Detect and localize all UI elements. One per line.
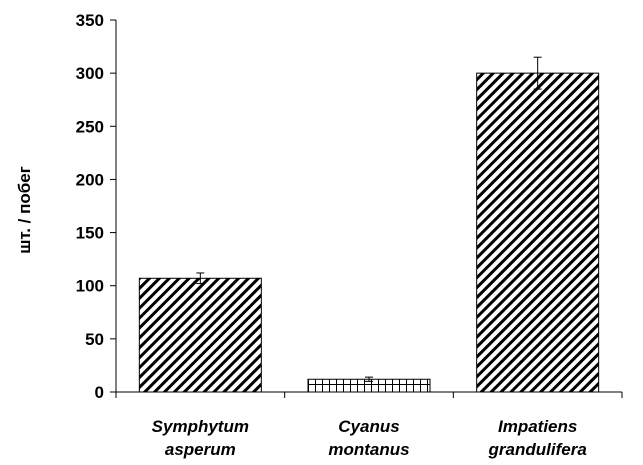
- x-category-label: Cyanus: [338, 417, 399, 436]
- bar: [476, 72, 600, 393]
- y-tick-label: 0: [95, 383, 104, 402]
- y-tick-label: 300: [76, 64, 104, 83]
- y-tick-label: 200: [76, 170, 104, 189]
- x-category-label: Symphytum: [152, 417, 249, 436]
- x-category-label: montanus: [328, 440, 409, 459]
- x-category-label: asperum: [165, 440, 236, 459]
- y-tick-label: 250: [76, 117, 104, 136]
- bar: [138, 277, 262, 393]
- y-tick-label: 50: [85, 330, 104, 349]
- y-axis-title: шт. / побег: [15, 166, 34, 254]
- y-tick-label: 100: [76, 277, 104, 296]
- y-tick-label: 350: [76, 11, 104, 30]
- y-tick-label: 150: [76, 224, 104, 243]
- plot-area: 0 50 100 150 200 250 300 350 Symphytum asperum Cya…: [76, 11, 623, 459]
- x-category-label: Impatiens: [498, 417, 577, 436]
- x-category-label: grandulifera: [488, 440, 587, 459]
